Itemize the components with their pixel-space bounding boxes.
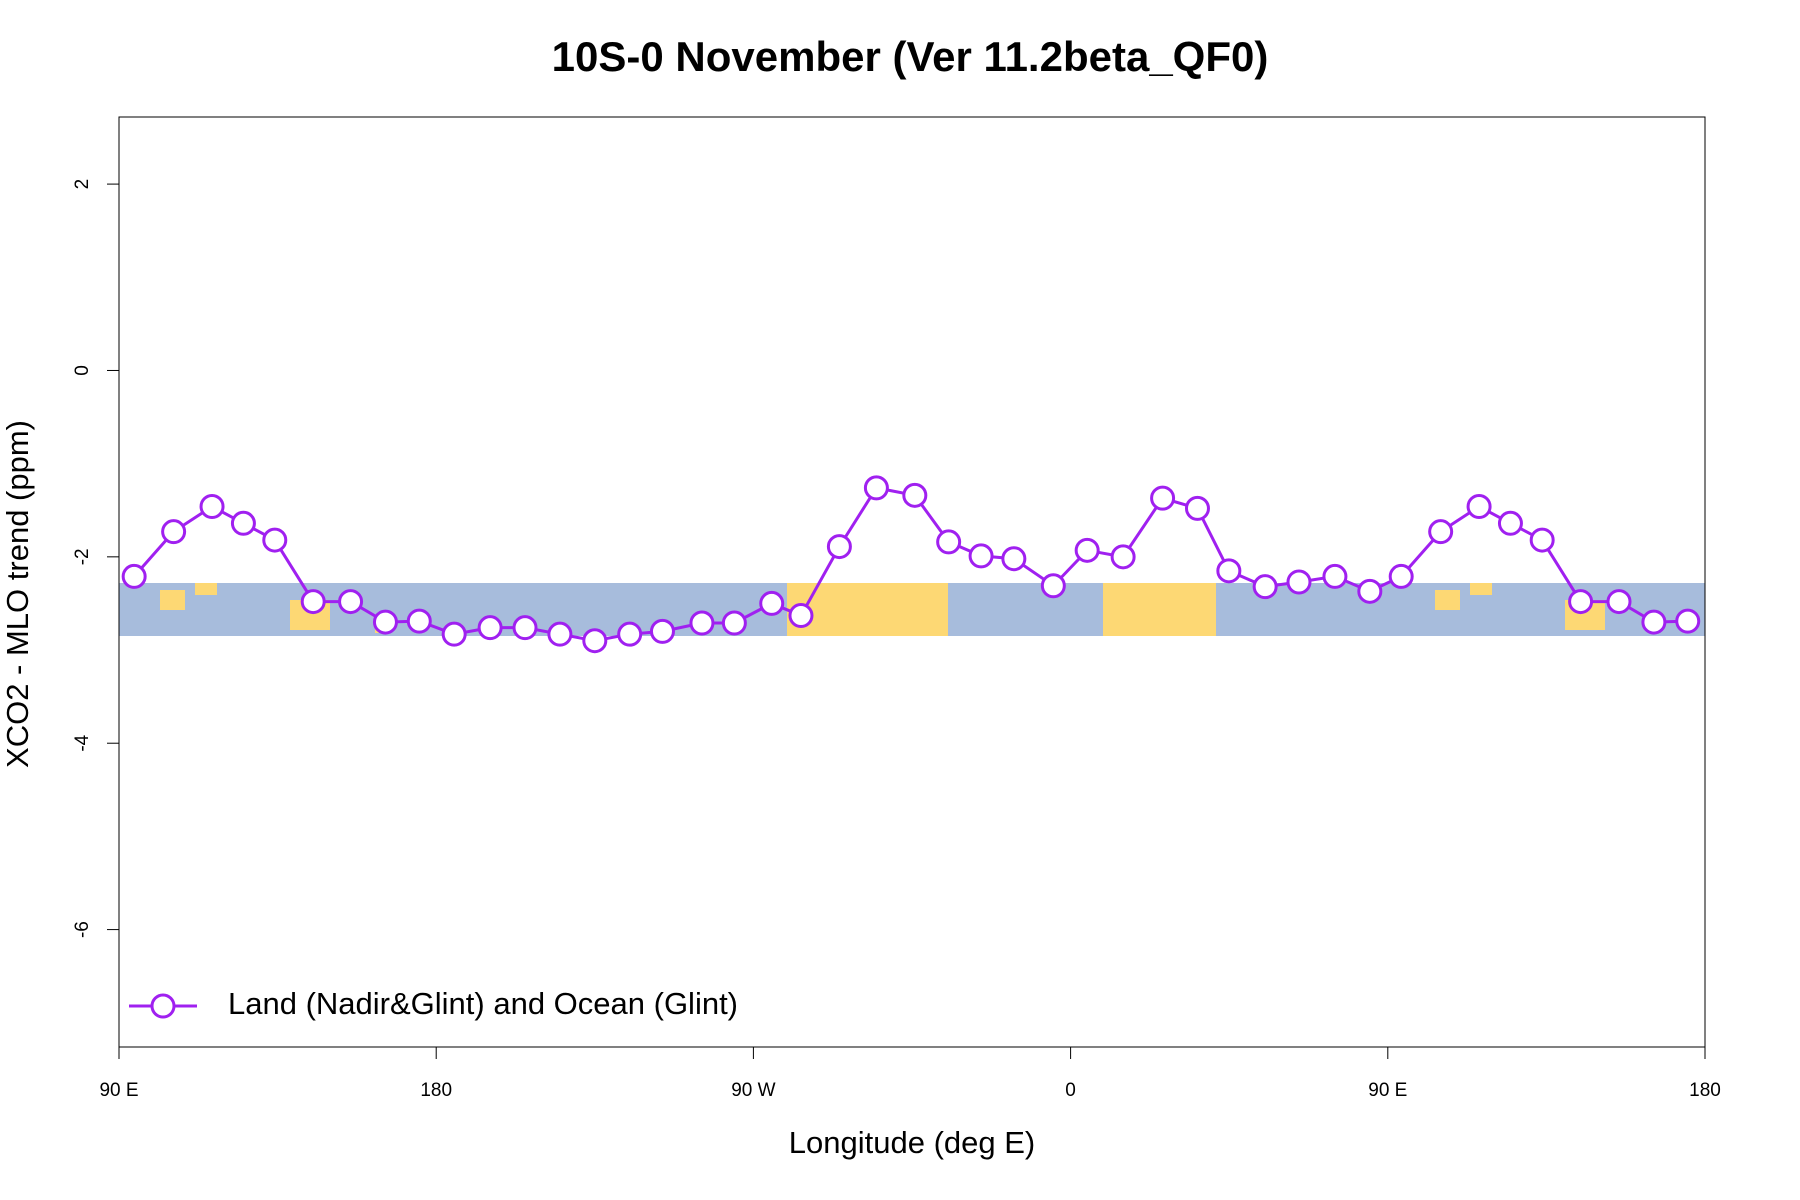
data-point xyxy=(1216,558,1242,584)
data-point xyxy=(1074,537,1100,563)
x-tick-label: 180 xyxy=(1689,1080,1721,1101)
y-axis-label: XCO2 - MLO trend (ppm) xyxy=(0,420,35,768)
data-point xyxy=(826,534,852,560)
data-point xyxy=(721,610,747,636)
plot-frame xyxy=(118,116,1706,1048)
legend-label: Land (Nadir&Glint) and Ocean (Glint) xyxy=(228,986,738,1021)
y-tick-label: 2 xyxy=(72,179,93,190)
data-point xyxy=(649,618,675,644)
y-tick-label: -6 xyxy=(72,921,93,938)
data-point xyxy=(1001,546,1027,572)
x-tick-label: 90 E xyxy=(99,1080,138,1101)
data-point xyxy=(1357,578,1383,604)
data-point xyxy=(1388,563,1414,589)
data-point xyxy=(863,475,889,501)
x-tick-label: 90 E xyxy=(1368,1080,1407,1101)
data-point xyxy=(512,615,538,641)
data-point xyxy=(1252,574,1278,600)
data-point xyxy=(1428,519,1454,545)
x-axis-label: Longitude (deg E) xyxy=(789,1125,1035,1160)
data-point xyxy=(617,621,643,647)
data-point xyxy=(1040,573,1066,599)
data-point xyxy=(1606,589,1632,615)
data-point xyxy=(1322,563,1348,589)
data-point xyxy=(689,610,715,636)
x-tick-label: 180 xyxy=(420,1080,452,1101)
x-tick-label: 0 xyxy=(1065,1080,1076,1101)
data-point xyxy=(121,563,147,589)
data-point xyxy=(300,589,326,615)
data-point xyxy=(582,628,608,654)
data-point xyxy=(262,527,288,553)
legend-marker xyxy=(150,993,176,1019)
data-point xyxy=(968,543,994,569)
data-point xyxy=(199,494,225,520)
data-point xyxy=(338,589,364,615)
data-point xyxy=(1641,609,1667,635)
data-point xyxy=(1675,608,1701,634)
x-tick-label: 90 W xyxy=(731,1080,775,1101)
data-point xyxy=(902,482,928,508)
data-point xyxy=(936,529,962,555)
data-point xyxy=(1184,495,1210,521)
data-point xyxy=(1466,494,1492,520)
y-tick-label: -2 xyxy=(72,548,93,565)
chart-title: 10S-0 November (Ver 11.2beta_QF0) xyxy=(552,33,1269,80)
data-point xyxy=(1568,589,1594,615)
data-point xyxy=(230,510,256,536)
y-tick-label: -4 xyxy=(72,734,93,751)
data-point xyxy=(161,519,187,545)
data-point xyxy=(1529,527,1555,553)
data-point xyxy=(477,615,503,641)
data-point xyxy=(1497,510,1523,536)
data-point xyxy=(406,608,432,634)
data-point xyxy=(1150,485,1176,511)
data-point xyxy=(788,603,814,629)
y-tick-label: 0 xyxy=(72,365,93,376)
data-point xyxy=(1286,569,1312,595)
data-point xyxy=(759,590,785,616)
data-point xyxy=(372,609,398,635)
data-point xyxy=(547,621,573,647)
data-point xyxy=(441,621,467,647)
data-point xyxy=(1110,544,1136,570)
